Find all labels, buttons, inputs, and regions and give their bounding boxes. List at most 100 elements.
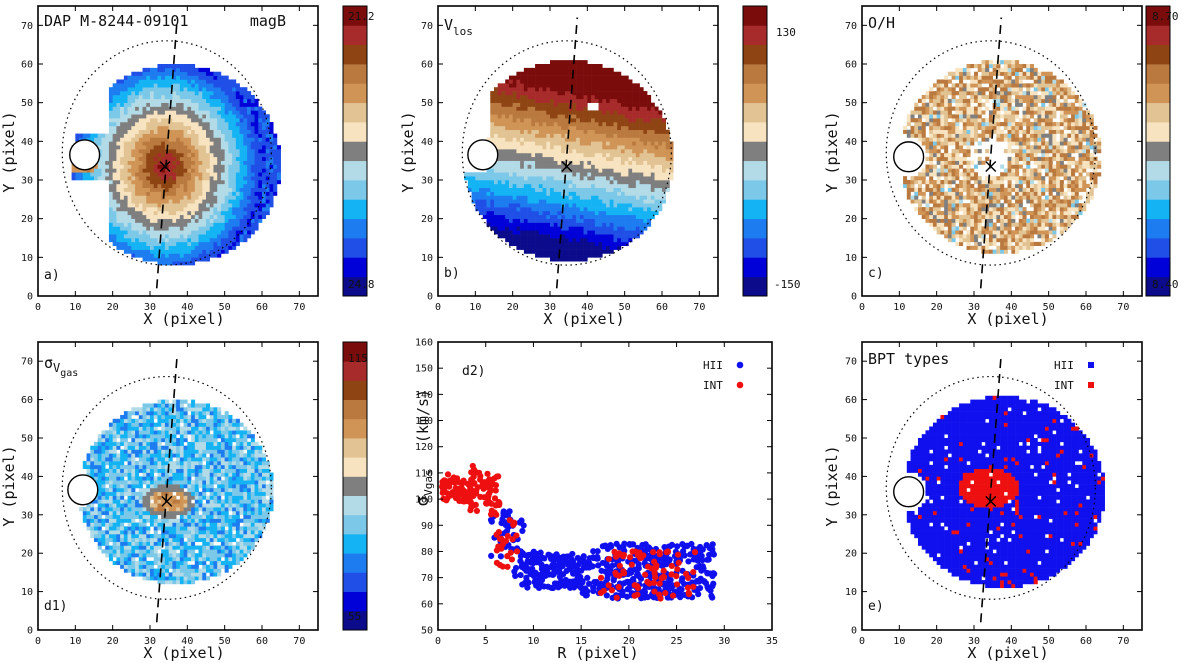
map-cell (90, 176, 95, 181)
map-cell (572, 75, 577, 80)
map-cell (624, 152, 629, 158)
map-cell (568, 195, 573, 200)
map-cell (172, 218, 177, 223)
map-cell (161, 160, 166, 165)
map-cell (966, 222, 971, 227)
map-cell (254, 149, 259, 154)
map-cell (247, 149, 252, 154)
map-cell (179, 133, 184, 138)
map-cell (624, 137, 629, 142)
map-cell (944, 172, 949, 177)
map-cell (654, 191, 659, 196)
map-cell (494, 176, 499, 181)
map-cell (479, 176, 484, 181)
map-cell (520, 160, 525, 165)
map-cell (553, 187, 558, 192)
map-cell (632, 226, 637, 231)
map-cell (254, 168, 259, 173)
map-cell (542, 241, 547, 247)
map-cell (617, 234, 622, 239)
map-cell (550, 110, 555, 115)
map-cell (168, 122, 173, 127)
map-cell (632, 222, 637, 227)
map-cell (131, 207, 136, 212)
map-cell (617, 203, 622, 208)
map-cell (602, 129, 607, 134)
map-cell (217, 110, 222, 115)
map-cell (583, 164, 588, 169)
map-cell (594, 253, 599, 258)
map-cell (568, 218, 573, 223)
map-cell (576, 214, 581, 219)
map-cell (594, 210, 599, 216)
map-cell (568, 191, 573, 196)
map-cell (243, 110, 248, 115)
map-cell (542, 152, 547, 158)
map-cell (594, 71, 599, 76)
map-cell (202, 98, 207, 103)
map-cell (947, 152, 952, 158)
map-cell (658, 125, 663, 131)
map-cell (583, 183, 588, 189)
map-cell (97, 160, 102, 165)
map-cell (572, 199, 577, 204)
map-cell (508, 180, 513, 185)
map-cell (224, 238, 229, 243)
map-cell (220, 195, 225, 200)
map-cell (228, 241, 233, 247)
map-cell (176, 222, 181, 227)
map-cell (617, 172, 622, 177)
map-cell (594, 176, 599, 181)
map-cell (168, 176, 173, 181)
map-cell (243, 102, 248, 107)
map-cell (501, 106, 506, 111)
map-cell (591, 122, 596, 127)
map-cell (243, 129, 248, 134)
map-cell (512, 234, 517, 239)
map-cell (116, 149, 121, 154)
map-cell (209, 214, 214, 219)
map-cell (925, 172, 930, 177)
map-cell (561, 253, 566, 258)
map-cell (232, 183, 237, 189)
map-cell (224, 118, 229, 123)
map-cell (135, 160, 140, 165)
map-cell (520, 183, 525, 189)
map-cell (602, 149, 607, 154)
map-cell (243, 226, 248, 231)
map-cell (643, 195, 648, 200)
map-cell (112, 152, 117, 158)
map-cell (146, 245, 151, 250)
map-cell (918, 118, 923, 123)
map-cell (546, 210, 551, 216)
map-cell (609, 91, 614, 96)
map-cell (947, 234, 952, 239)
map-cell (202, 195, 207, 200)
map-cell (172, 199, 177, 204)
map-cell (542, 122, 547, 127)
map-cell (579, 125, 584, 131)
map-cell (198, 187, 203, 192)
map-cell (951, 238, 956, 243)
map-cell (553, 125, 558, 131)
map-cell (273, 187, 278, 192)
map-cell (153, 191, 158, 196)
map-cell (962, 87, 967, 92)
map-cell (947, 98, 952, 103)
map-cell (531, 133, 536, 138)
map-cell (150, 241, 155, 247)
map-cell (176, 137, 181, 142)
map-cell (632, 156, 637, 161)
y-tick-label: 10 (21, 253, 33, 264)
map-cell (179, 98, 184, 103)
map-cell (247, 230, 252, 235)
map-cell (918, 98, 923, 103)
map-cell (213, 141, 218, 146)
map-cell (150, 187, 155, 192)
map-cell (512, 114, 517, 119)
map-cell (959, 102, 964, 107)
map-cell (116, 187, 121, 192)
map-cell (587, 156, 592, 161)
map-cell (951, 118, 956, 123)
